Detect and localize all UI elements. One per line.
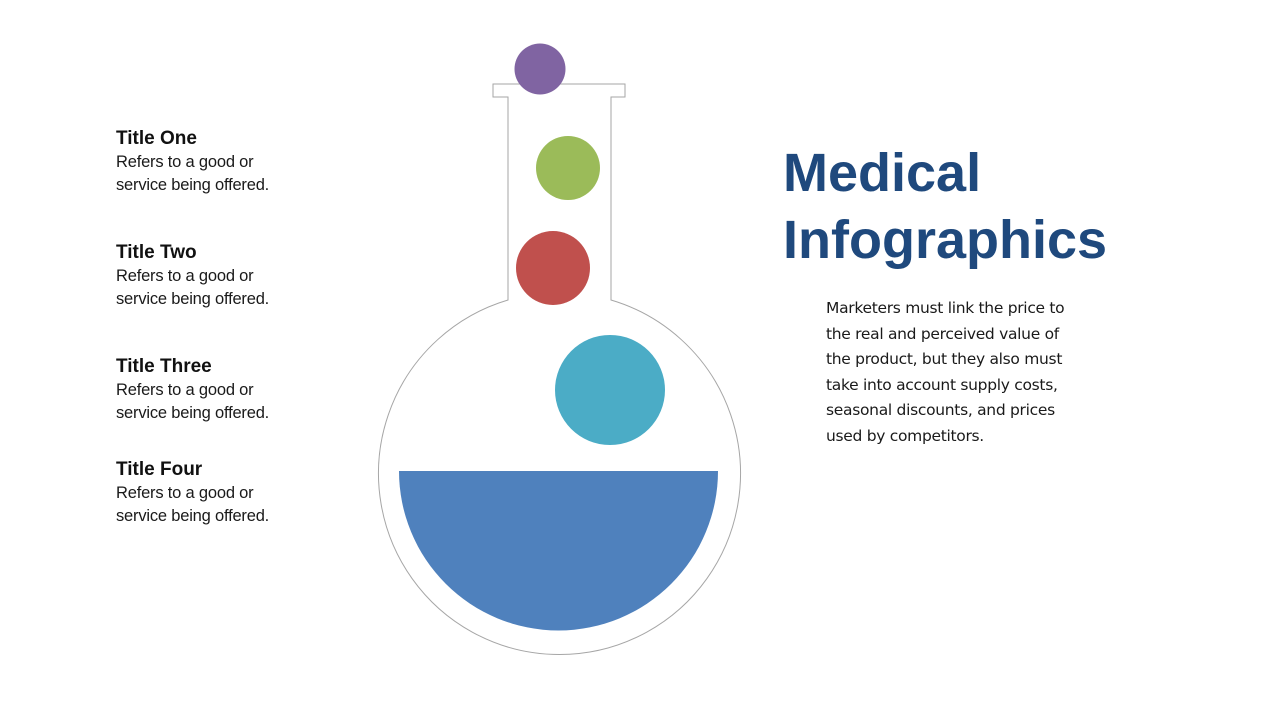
bubble-top: [514, 43, 566, 95]
item-two-title: Title Two: [116, 242, 197, 263]
flask-liquid: [399, 471, 718, 631]
item-four: Title Four Refers to a good or service b…: [116, 458, 376, 528]
bubble-mid: [516, 231, 590, 305]
item-three: Title Three Refers to a good or service …: [116, 355, 376, 425]
slide-heading: Medical Infographics: [783, 143, 1108, 270]
bubble-bowl: [555, 335, 665, 445]
bubble-neck: [536, 136, 600, 200]
item-one: Title One Refers to a good or service be…: [116, 127, 376, 197]
item-three-title: Title Three: [116, 356, 212, 377]
flask-outline: [378, 83, 741, 655]
item-one-title: Title One: [116, 128, 197, 149]
slide-body-text: Marketers must link the price to the rea…: [826, 299, 1065, 445]
item-four-desc: Refers to a good or service being offere…: [116, 484, 270, 525]
item-four-title: Title Four: [116, 459, 203, 480]
item-three-desc: Refers to a good or service being offere…: [116, 381, 270, 422]
item-two: Title Two Refers to a good or service be…: [116, 241, 376, 311]
item-two-desc: Refers to a good or service being offere…: [116, 267, 270, 308]
item-one-desc: Refers to a good or service being offere…: [116, 153, 270, 194]
